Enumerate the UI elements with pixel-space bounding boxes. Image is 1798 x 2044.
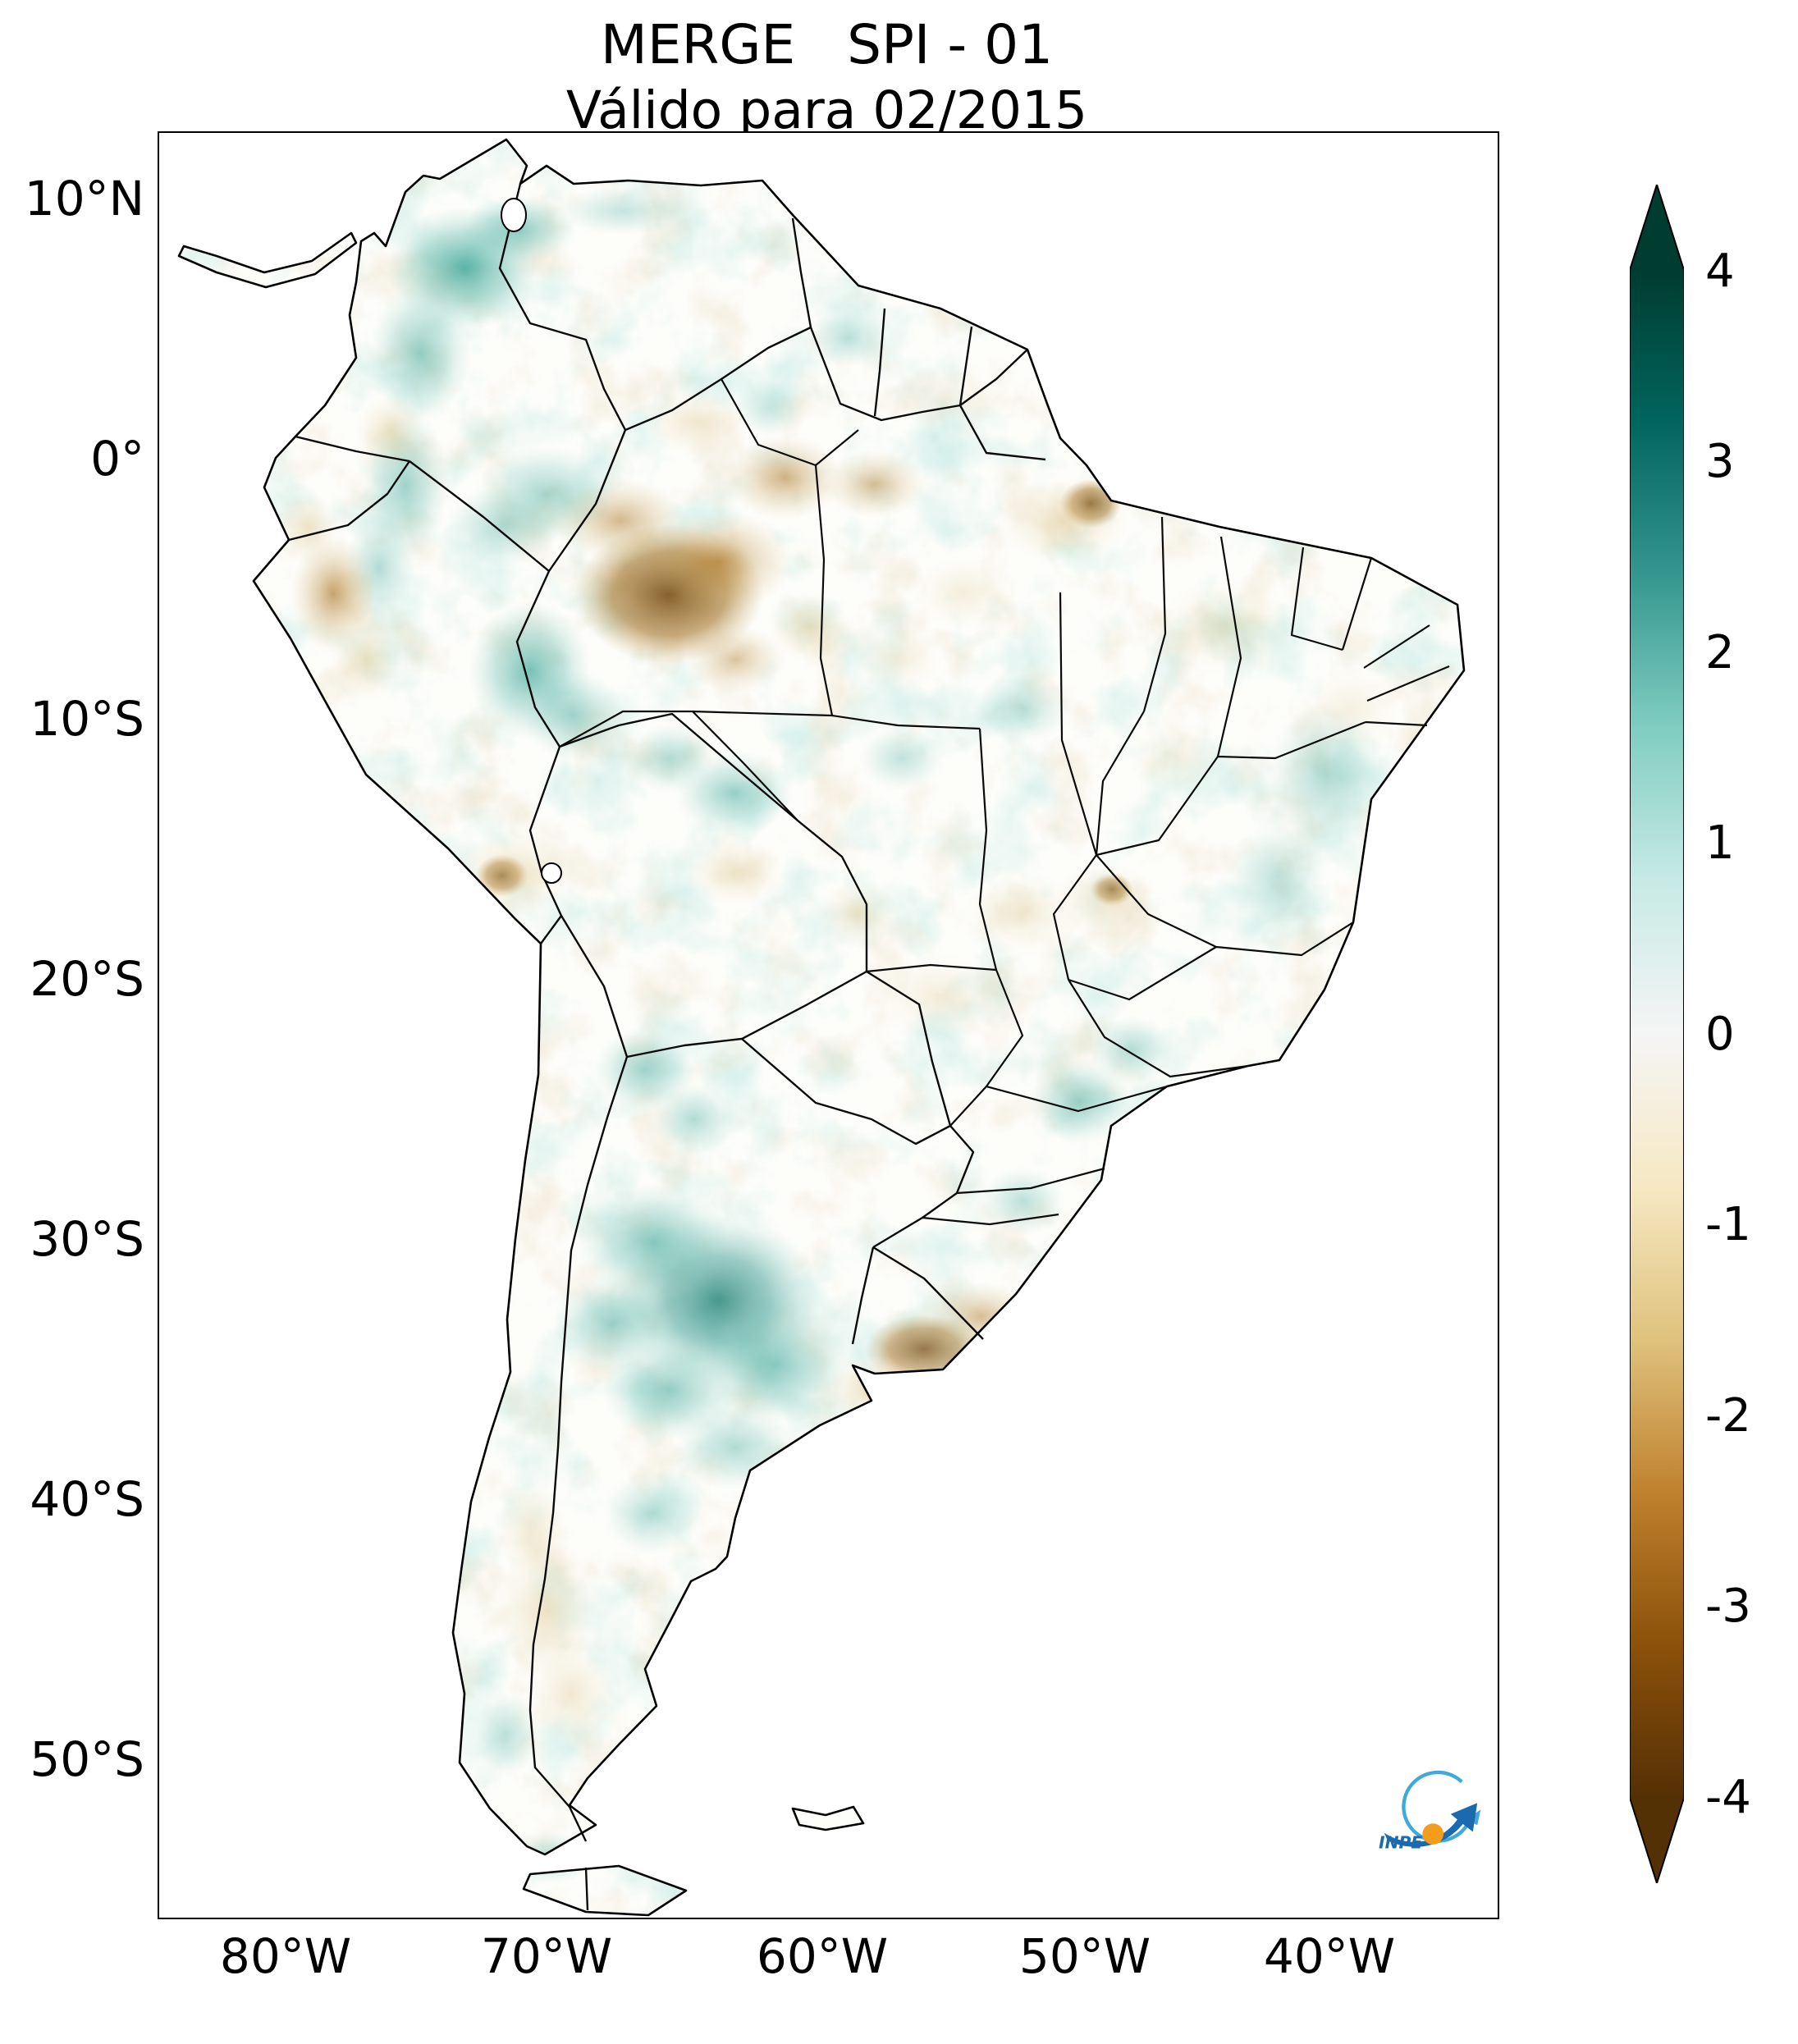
map-svg: INPE: [177, 138, 1481, 1917]
y-axis-label-50s: 50°S: [30, 1731, 144, 1787]
logo-swirl-icon: [1402, 1770, 1474, 1843]
lakes: [501, 198, 562, 884]
colorbar-tick-m1: -1: [1705, 1198, 1751, 1251]
spi-anomaly-shading: [279, 186, 1402, 1884]
colorbar-tick-1: 1: [1705, 816, 1735, 870]
colorbar-tick-3: 3: [1705, 435, 1735, 488]
x-axis-label-50w: 50°W: [1018, 1928, 1151, 1984]
y-axis-label-30s: 30°S: [30, 1211, 144, 1267]
colorbar-tick-m2: -2: [1705, 1389, 1751, 1443]
y-axis-label-40s: 40°S: [30, 1471, 144, 1527]
y-axis-label-0: 0°: [90, 431, 144, 487]
y-axis-label-10n: 10°N: [24, 171, 144, 226]
coastline: [177, 138, 1466, 1917]
x-axis-label-60w: 60°W: [756, 1928, 889, 1984]
x-axis-label-70w: 70°W: [480, 1928, 613, 1984]
inpe-logo: INPE: [1379, 1770, 1481, 1853]
title-block: MERGE SPI - 01 Válido para 02/2015: [158, 11, 1496, 141]
y-axis-label-10s: 10°S: [30, 691, 144, 747]
country-borders: [288, 183, 1046, 1911]
logo-text: INPE: [1379, 1833, 1422, 1853]
colorbar-tick-0: 0: [1705, 1008, 1735, 1061]
y-axis-label-20s: 20°S: [30, 951, 144, 1007]
map-frame: INPE: [158, 131, 1499, 1919]
colorbar: [1630, 185, 1684, 1883]
x-axis-label-40w: 40°W: [1263, 1928, 1396, 1984]
colorbar-tick-4: 4: [1705, 245, 1735, 298]
logo-orange-ball-icon: [1422, 1823, 1444, 1845]
colorbar-tick-m4: -4: [1705, 1771, 1751, 1824]
colorbar-tick-m3: -3: [1705, 1580, 1751, 1633]
chart-title: MERGE SPI - 01: [600, 13, 1054, 76]
state-borders: [559, 378, 1450, 1226]
spi-noise-texture: [179, 139, 1464, 1915]
colorbar-tick-2: 2: [1705, 626, 1735, 679]
x-axis-label-80w: 80°W: [219, 1928, 352, 1984]
chart-subtitle: Válido para 02/2015: [565, 80, 1088, 140]
colorbar-gradient: [1630, 185, 1684, 1883]
logo-arrow-icon: [1384, 1803, 1478, 1847]
